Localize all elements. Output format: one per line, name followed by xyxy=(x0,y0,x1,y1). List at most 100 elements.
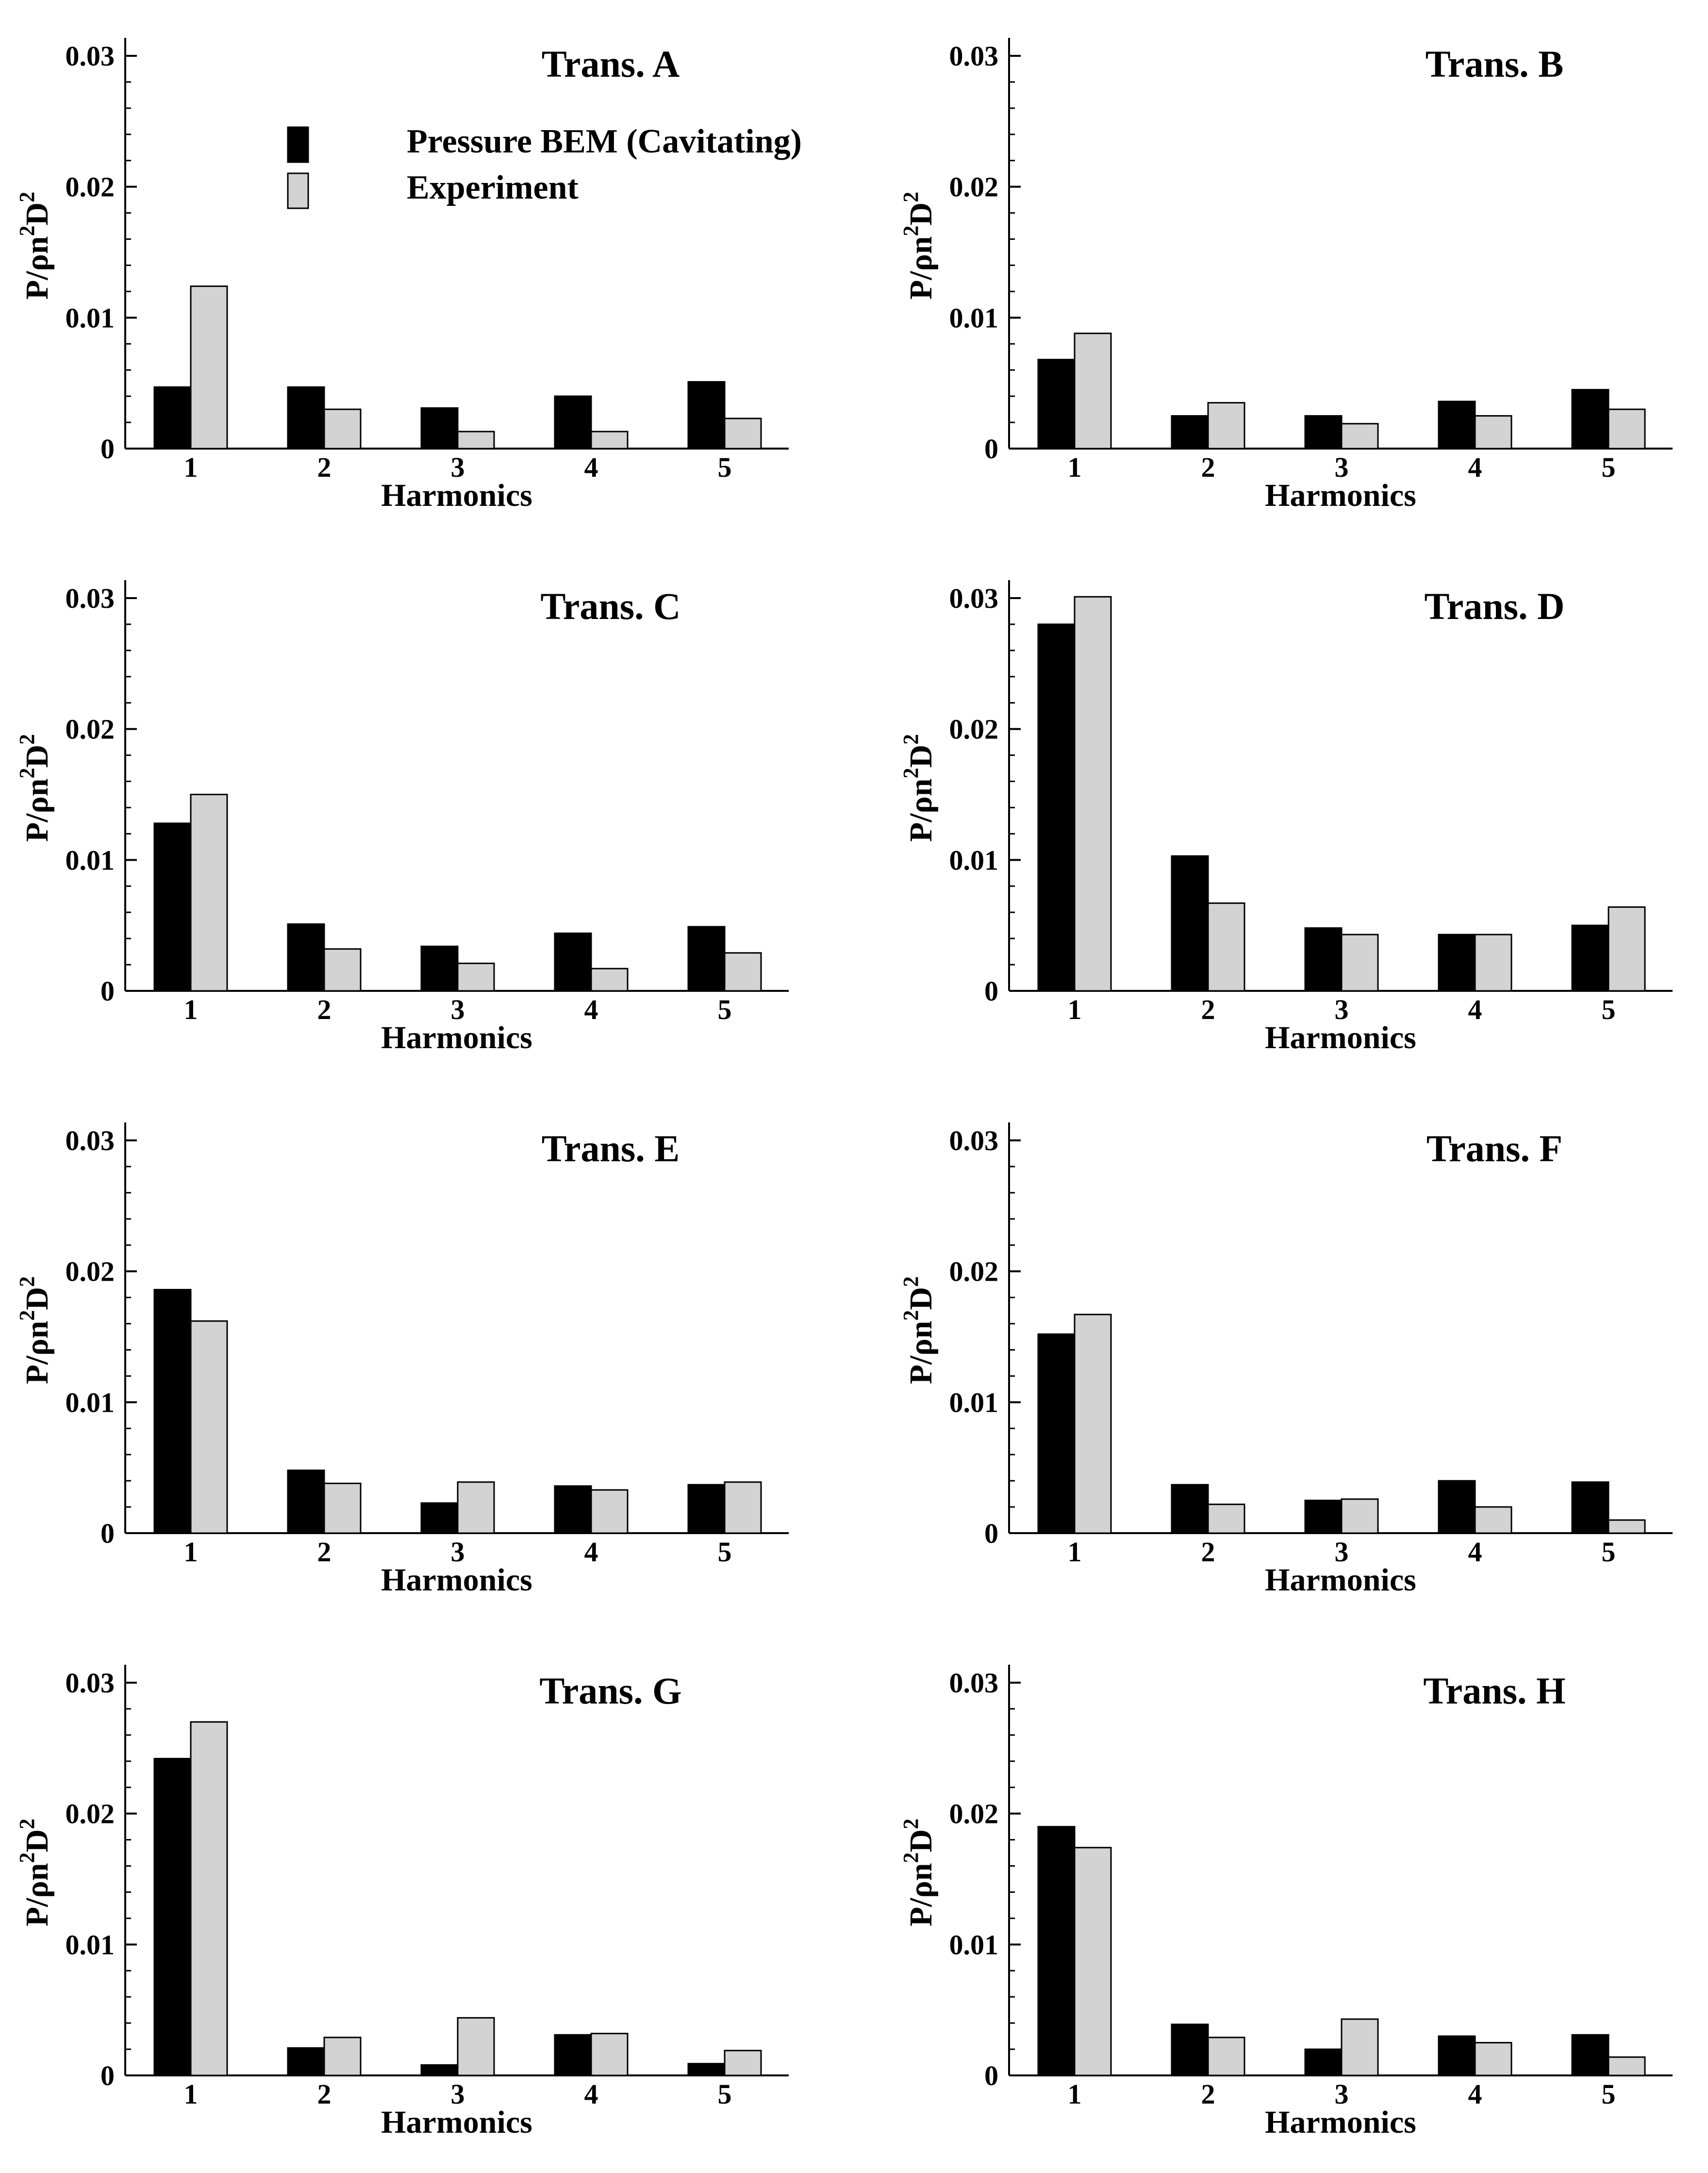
y-tick-label: 0.02 xyxy=(949,171,999,203)
y-tick-label: 0 xyxy=(984,2060,998,2091)
x-tick-label: 5 xyxy=(1602,994,1616,1025)
experiment-bar-4 xyxy=(1474,934,1512,992)
chart-trans-e: 0 0.01 0.02 0.03 P/ρn2D2 1 2 3 4 5 Harmonics Trans.… xyxy=(15,1122,789,1598)
bem-bar-2 xyxy=(1171,1484,1209,1534)
experiment-bar-2 xyxy=(323,948,362,992)
x-tick-label: 5 xyxy=(718,1536,732,1568)
chart-title: Trans. H xyxy=(1423,1670,1565,1712)
y-tick-label: 0.02 xyxy=(949,714,999,745)
experiment-bar-3 xyxy=(457,962,495,992)
chart-title: Trans. D xyxy=(1425,585,1565,627)
experiment-bar-2 xyxy=(1207,2037,1245,2076)
y-axis-title: P/ρn2D2 xyxy=(899,1276,939,1384)
y-axis-title: P/ρn2D2 xyxy=(899,1819,939,1926)
legend-label: Experiment xyxy=(407,169,579,206)
x-tick-label: 3 xyxy=(451,1536,465,1568)
x-tick-label: 2 xyxy=(317,1536,332,1568)
chart-trans-h: 0 0.01 0.02 0.03 P/ρn2D2 1 2 3 4 5 Harmonics Trans.… xyxy=(899,1665,1673,2140)
experiment-bar-4 xyxy=(590,431,629,450)
x-tick-label: 1 xyxy=(1068,994,1082,1025)
x-tick-label: 1 xyxy=(1068,2078,1082,2110)
y-tick-label: 0.03 xyxy=(949,583,999,614)
x-tick-label: 1 xyxy=(184,2078,198,2110)
x-tick-label: 4 xyxy=(1468,1536,1482,1568)
y-tick-label: 0.01 xyxy=(66,302,115,334)
y-tick-label: 0.01 xyxy=(949,1929,999,1960)
experiment-bar-4 xyxy=(590,1489,629,1534)
bem-bar-3 xyxy=(1304,415,1343,450)
experiment-bar-4 xyxy=(1474,1506,1512,1534)
experiment-bar-5 xyxy=(724,2050,762,2076)
experiment-bar-2 xyxy=(323,408,362,450)
y-axis-title: P/ρn2D2 xyxy=(15,1276,55,1384)
chart-trans-c: 0 0.01 0.02 0.03 P/ρn2D2 1 2 3 4 5 Harmonics Trans.… xyxy=(15,580,789,1055)
bem-bar-3 xyxy=(420,945,459,992)
x-tick-label: 2 xyxy=(317,2078,332,2110)
y-tick-label: 0.03 xyxy=(66,1125,115,1156)
bem-bar-2 xyxy=(1171,855,1209,992)
bem-bar-4 xyxy=(554,2034,592,2076)
bem-bar-1 xyxy=(1037,1333,1076,1534)
bem-bar-4 xyxy=(1438,1480,1476,1534)
y-tick-label: 0.01 xyxy=(66,1387,115,1418)
experiment-bar-1 xyxy=(1074,1314,1112,1534)
x-tick-label: 1 xyxy=(1068,1536,1082,1568)
bem-bar-3 xyxy=(1304,927,1343,992)
experiment-bar-1 xyxy=(190,285,228,450)
experiment-bar-5 xyxy=(1608,2056,1646,2076)
x-axis-title: Harmonics xyxy=(1265,1562,1416,1598)
x-tick-label: 3 xyxy=(1335,2078,1349,2110)
y-tick-label: 0.01 xyxy=(66,1929,115,1960)
bem-bar-5 xyxy=(1571,1481,1609,1534)
y-tick-label: 0.02 xyxy=(66,714,115,745)
experiment-bar-2 xyxy=(1207,1504,1245,1534)
y-tick-label: 0.01 xyxy=(949,1387,999,1418)
x-axis-title: Harmonics xyxy=(1265,1020,1416,1055)
chart-title: Trans. B xyxy=(1426,43,1564,85)
x-tick-label: 5 xyxy=(1602,2078,1616,2110)
x-tick-label: 4 xyxy=(1468,451,1482,483)
experiment-bar-1 xyxy=(190,1721,228,2076)
bem-bar-1 xyxy=(1037,1826,1076,2076)
x-tick-label: 1 xyxy=(184,451,198,483)
x-tick-label: 2 xyxy=(1201,2078,1215,2110)
legend: Pressure BEM (Cavitating) Experiment xyxy=(287,123,802,209)
y-axis-title: P/ρn2D2 xyxy=(15,734,55,842)
bem-bar-5 xyxy=(1571,389,1609,450)
bem-bar-4 xyxy=(1438,401,1476,450)
chart-trans-g: 0 0.01 0.02 0.03 P/ρn2D2 1 2 3 4 5 Harmonics Trans.… xyxy=(15,1665,789,2140)
bem-bar-1 xyxy=(153,1288,192,1534)
x-axis-title: Harmonics xyxy=(381,478,532,513)
experiment-bar-3 xyxy=(1341,2018,1379,2076)
y-tick-label: 0.02 xyxy=(949,1798,999,1830)
bem-bar-5 xyxy=(687,381,726,450)
y-tick-label: 0 xyxy=(100,433,115,465)
bem-bar-3 xyxy=(420,407,459,450)
bem-bar-2 xyxy=(1171,415,1209,450)
x-tick-label: 3 xyxy=(451,994,465,1025)
experiment-bar-1 xyxy=(1074,596,1112,992)
experiment-bar-2 xyxy=(323,2037,362,2076)
x-tick-label: 1 xyxy=(184,994,198,1025)
bem-bar-3 xyxy=(420,2064,459,2076)
bem-bar-4 xyxy=(1438,2035,1476,2076)
y-tick-label: 0 xyxy=(100,1518,115,1549)
x-tick-label: 5 xyxy=(718,994,732,1025)
experiment-bar-5 xyxy=(1608,408,1646,450)
y-axis-title: P/ρn2D2 xyxy=(899,192,939,300)
chart-trans-b: 0 0.01 0.02 0.03 P/ρn2D2 1 2 3 4 5 Harmonics Trans.… xyxy=(899,38,1673,513)
experiment-bar-3 xyxy=(1341,1498,1379,1534)
x-axis-title: Harmonics xyxy=(1265,478,1416,513)
bem-bar-2 xyxy=(287,923,325,992)
x-tick-label: 3 xyxy=(1335,1536,1349,1568)
experiment-bar-2 xyxy=(1207,402,1245,450)
y-tick-label: 0.02 xyxy=(66,1798,115,1830)
bem-bar-5 xyxy=(1571,2034,1609,2076)
y-tick-label: 0 xyxy=(100,975,115,1007)
experiment-bar-2 xyxy=(323,1483,362,1534)
experiment-bar-4 xyxy=(590,968,629,992)
bem-bar-5 xyxy=(687,1484,726,1534)
experiment-bar-1 xyxy=(1074,333,1112,450)
experiment-bar-2 xyxy=(1207,902,1245,992)
